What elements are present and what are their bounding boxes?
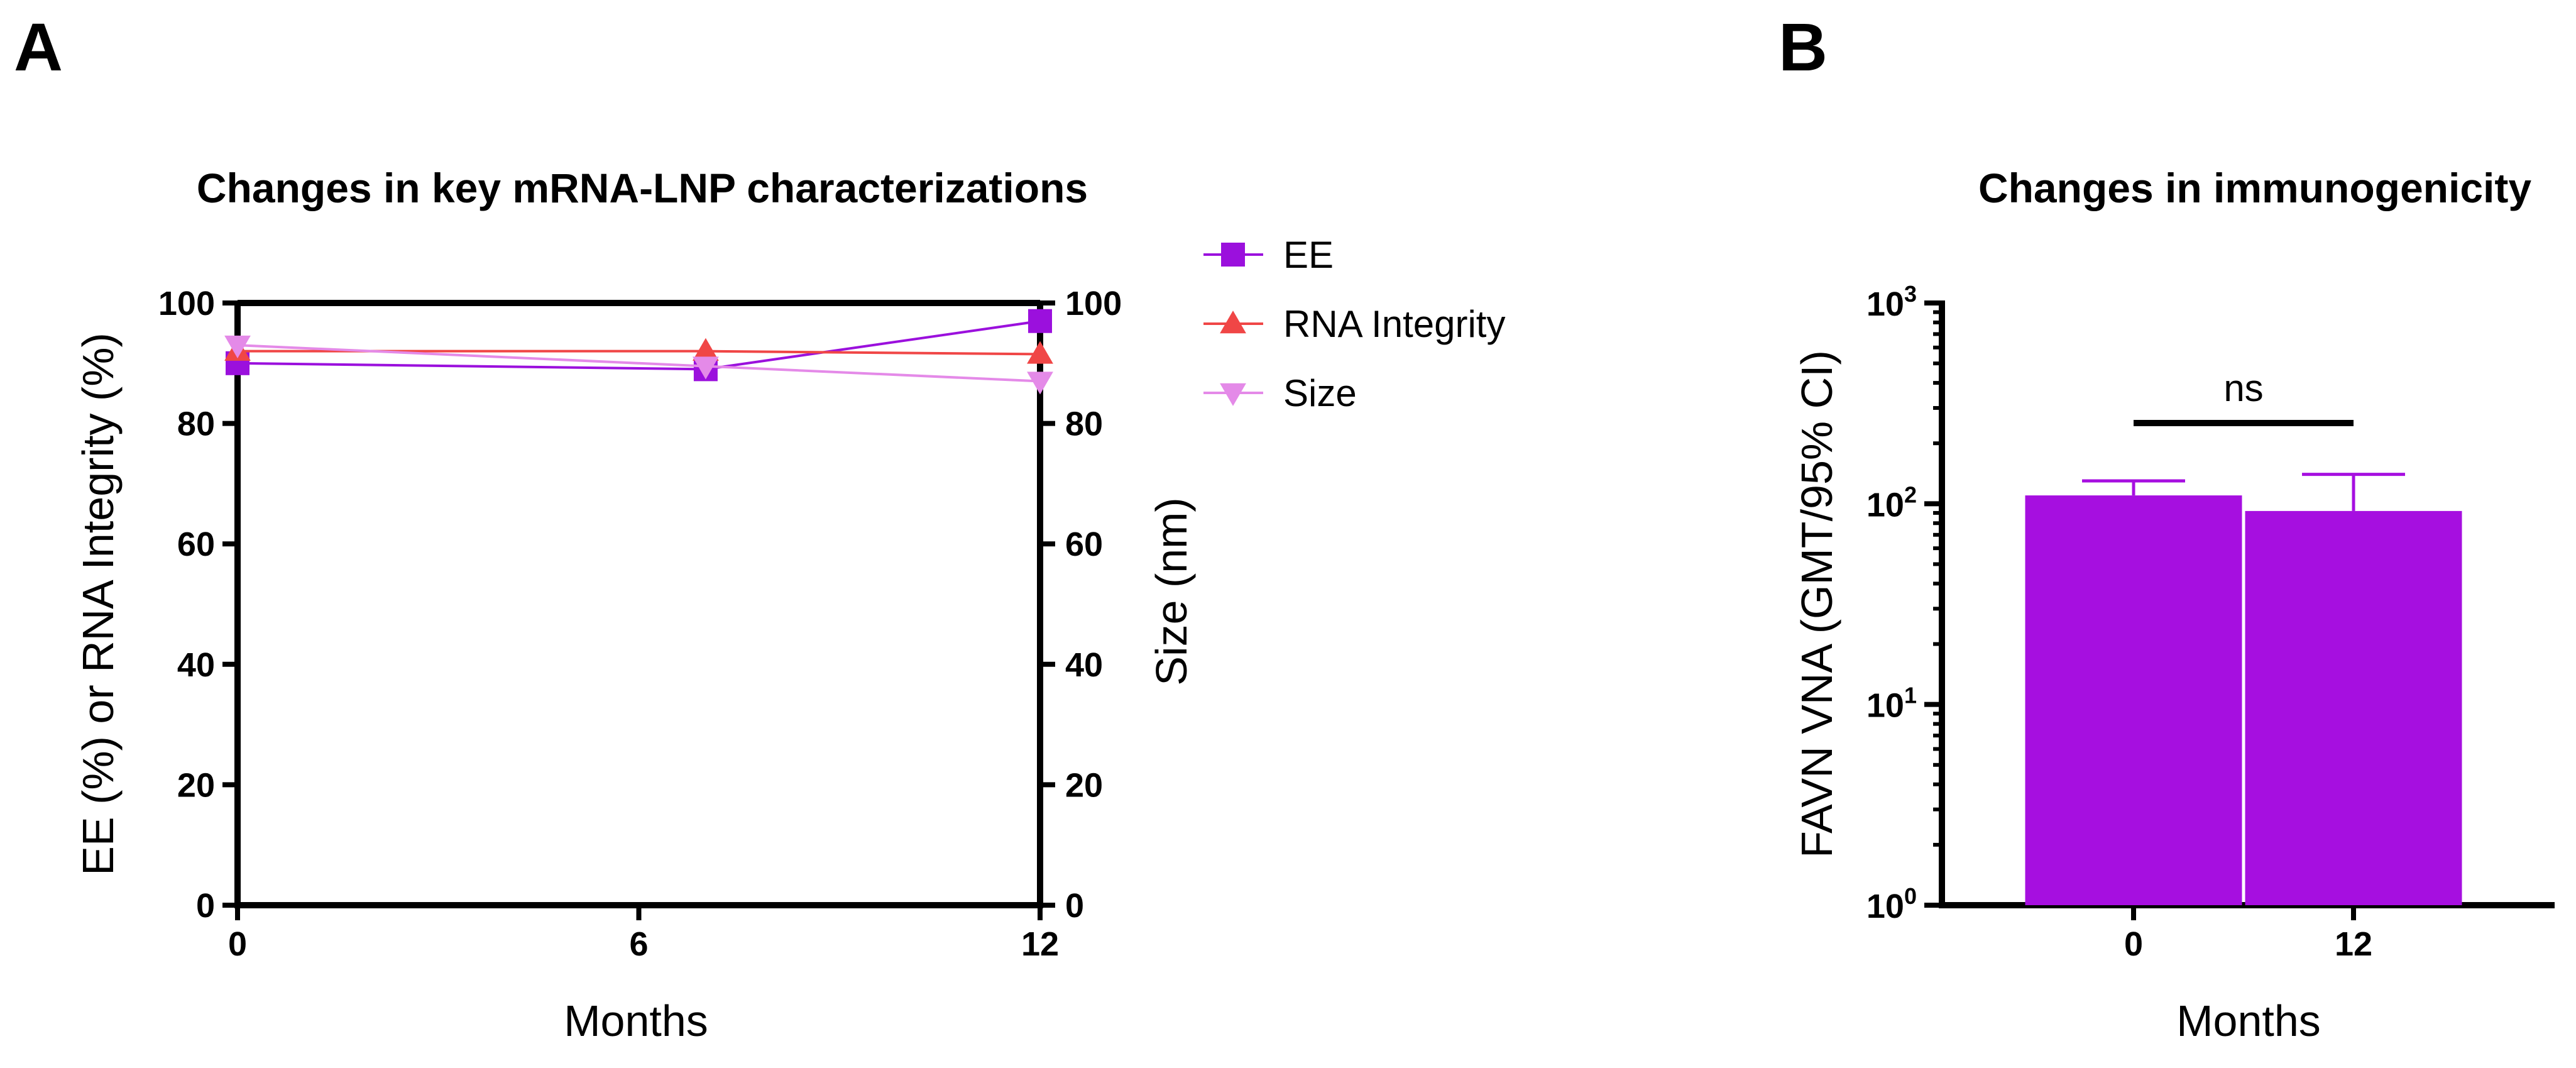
legend-marker-size bbox=[1220, 383, 1246, 406]
chart-b-x-ticks: 0 12 bbox=[2124, 905, 2372, 963]
data-point-size bbox=[693, 356, 719, 380]
bar-month-0 bbox=[2025, 495, 2242, 905]
chart-a-right-tick-label: 0 bbox=[1065, 887, 1084, 925]
chart-a-xlabel: Months bbox=[564, 996, 708, 1045]
chart-a-series bbox=[224, 309, 1053, 395]
chart-a-left-tick-label: 80 bbox=[177, 405, 215, 443]
chart-a-right-tick-label: 80 bbox=[1065, 405, 1103, 443]
chart-a-x-tick-label: 12 bbox=[1021, 925, 1059, 963]
data-point-size bbox=[224, 335, 251, 358]
chart-a-right-tick-label: 60 bbox=[1065, 526, 1103, 563]
legend-marker-rna-integrity bbox=[1220, 311, 1246, 334]
chart-b-x-tick-label: 0 bbox=[2124, 925, 2143, 963]
chart-a: Changes in key mRNA-LNP characterization… bbox=[74, 165, 1505, 1045]
chart-b-x-tick-label: 12 bbox=[2335, 925, 2372, 963]
chart-a-left-tick-label: 20 bbox=[177, 766, 215, 804]
chart-a-left-tick-label: 0 bbox=[196, 887, 215, 925]
bar-month-12 bbox=[2245, 510, 2462, 905]
chart-b-y-tick-label: 101 bbox=[1866, 683, 1917, 725]
chart-a-x-ticks: 0 6 12 bbox=[228, 905, 1059, 963]
chart-b-significance: ns bbox=[2134, 367, 2354, 426]
chart-b-y-tick-base: 10 bbox=[1866, 888, 1904, 925]
chart-b-title: Changes in immunogenicity bbox=[1978, 165, 2531, 211]
chart-a-ylabel-right: Size (nm) bbox=[1147, 497, 1196, 685]
chart-a-title: Changes in key mRNA-LNP characterization… bbox=[197, 165, 1088, 211]
chart-b-bars bbox=[2025, 473, 2462, 905]
chart-a-legend: EE RNA Integrity Size bbox=[1203, 234, 1505, 414]
chart-b-y-tick-base: 10 bbox=[1866, 285, 1904, 323]
chart-a-x-tick-label: 0 bbox=[228, 925, 247, 963]
chart-b-y-tick-exp: 1 bbox=[1904, 683, 1917, 708]
chart-b-y-tick-label: 100 bbox=[1866, 883, 1917, 925]
data-point-ee bbox=[1028, 309, 1052, 333]
panel-a-letter: A bbox=[14, 9, 63, 85]
data-point-rna-integrity bbox=[1027, 341, 1053, 364]
chart-b-y-tick-label: 102 bbox=[1866, 482, 1917, 524]
chart-b-y-tick-exp: 2 bbox=[1904, 482, 1917, 507]
chart-b-xlabel: Months bbox=[2176, 996, 2321, 1045]
panel-b-letter: B bbox=[1779, 9, 1828, 85]
legend-label-ee: EE bbox=[1283, 234, 1334, 276]
legend-label-rna-integrity: RNA Integrity bbox=[1283, 303, 1505, 345]
chart-a-left-ticks: 0 20 40 60 80 100 bbox=[158, 285, 238, 925]
chart-a-right-tick-label: 20 bbox=[1065, 766, 1103, 804]
chart-a-right-tick-label: 100 bbox=[1065, 285, 1122, 322]
chart-a-ylabel-left: EE (%) or RNA Integrity (%) bbox=[74, 333, 123, 876]
chart-a-left-tick-label: 40 bbox=[177, 646, 215, 684]
chart-b-y-tick-base: 10 bbox=[1866, 687, 1904, 725]
chart-a-right-ticks: 0 20 40 60 80 100 bbox=[1040, 285, 1122, 925]
chart-b-y-tick-exp: 3 bbox=[1904, 281, 1917, 307]
legend-marker-ee bbox=[1221, 243, 1245, 267]
chart-a-left-tick-label: 100 bbox=[158, 285, 215, 322]
data-point-size bbox=[1027, 372, 1053, 395]
chart-b-y-tick-label: 103 bbox=[1866, 281, 1917, 323]
chart-b-ylabel: FAVN VNA (GMT/95% CI) bbox=[1792, 350, 1841, 858]
chart-b-y-tick-exp: 0 bbox=[1904, 883, 1917, 909]
chart-b-y-tick-base: 10 bbox=[1866, 486, 1904, 524]
chart-a-left-tick-label: 60 bbox=[177, 526, 215, 563]
legend-label-size: Size bbox=[1283, 372, 1357, 414]
significance-label: ns bbox=[2223, 367, 2263, 409]
chart-a-right-tick-label: 40 bbox=[1065, 646, 1103, 684]
data-point-rna-integrity bbox=[693, 338, 719, 361]
chart-a-x-tick-label: 6 bbox=[629, 925, 648, 963]
